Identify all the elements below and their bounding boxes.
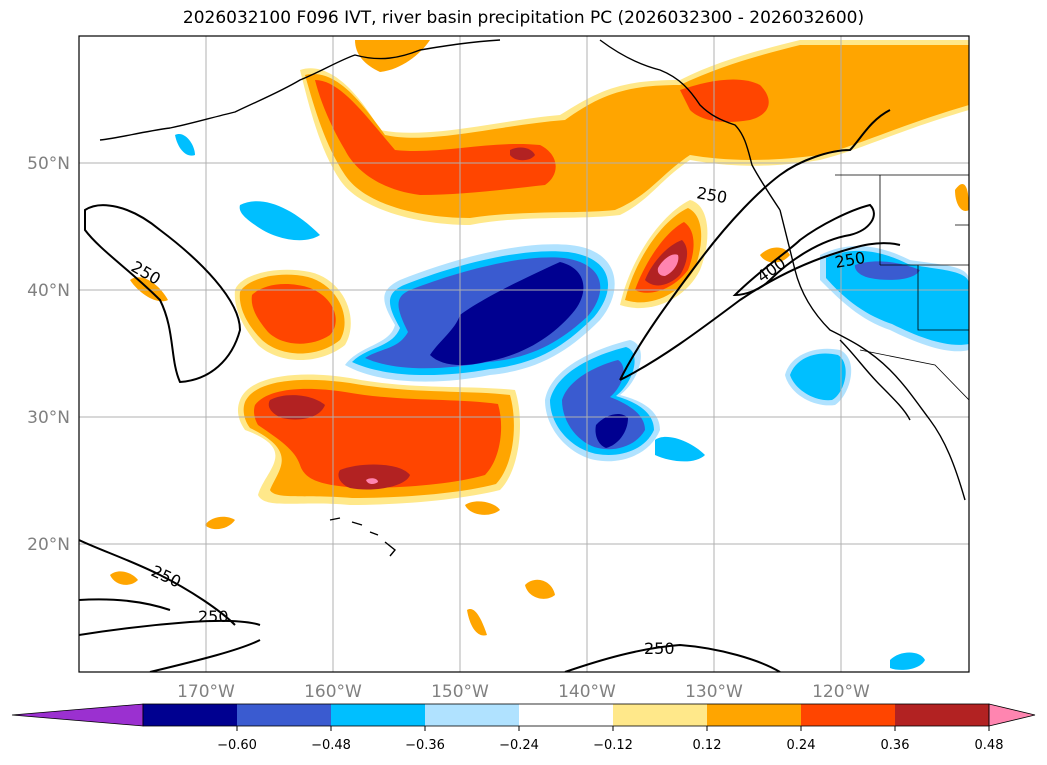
colorbar-tick-label: 0.24 bbox=[787, 738, 816, 753]
positive-anomaly-coast-core bbox=[680, 79, 769, 122]
colorbar-cell bbox=[519, 704, 614, 726]
colorbar-cell bbox=[613, 704, 708, 726]
colorbar-tick-label: −0.12 bbox=[593, 738, 633, 753]
colorbar-outline bbox=[142, 703, 990, 727]
positive-anomaly-small-d bbox=[467, 609, 487, 636]
negative-anomaly-small-east bbox=[655, 436, 705, 462]
positive-anomaly-north-core bbox=[315, 80, 556, 195]
contour-label-250-southwest-2: 250 bbox=[198, 607, 229, 626]
lat-label-40n: 40°N bbox=[27, 281, 70, 301]
lon-label-120w: 120°W bbox=[812, 682, 870, 702]
mexico-border bbox=[859, 349, 969, 401]
baja-coast bbox=[839, 339, 911, 421]
contour-250-south bbox=[564, 643, 781, 672]
colorbar-cell bbox=[707, 704, 802, 726]
colorbar-cell bbox=[331, 704, 426, 726]
negative-anomaly-california-core bbox=[854, 261, 920, 280]
positive-anomaly-subtropics-peak-b bbox=[338, 464, 410, 490]
colorbar-cell bbox=[237, 704, 332, 726]
colorbar-cells bbox=[143, 704, 990, 726]
positive-anomaly-small-h bbox=[760, 247, 790, 263]
negative-anomaly-small-north bbox=[239, 201, 320, 241]
lon-label-140w: 140°W bbox=[558, 682, 616, 702]
colorbar-tick-label: −0.60 bbox=[217, 738, 257, 753]
negative-anomaly-southeast bbox=[890, 652, 925, 670]
bc-coast bbox=[599, 39, 781, 211]
ivt-contours bbox=[79, 109, 901, 672]
contour-400 bbox=[732, 203, 875, 297]
colorbar-tick-label: 0.12 bbox=[693, 738, 722, 753]
colorbar-extend-high bbox=[988, 703, 1036, 727]
lat-label-30n: 30°N bbox=[27, 408, 70, 428]
colorbar-tick-label: −0.24 bbox=[499, 738, 539, 753]
lon-label-160w: 160°W bbox=[304, 682, 362, 702]
state-border-a bbox=[835, 174, 969, 331]
positive-anomaly-small-c bbox=[525, 579, 555, 599]
colorbar-tick-label: −0.36 bbox=[405, 738, 445, 753]
lon-label-150w: 150°W bbox=[431, 682, 489, 702]
map-border bbox=[78, 35, 970, 673]
colorbar-extend-low bbox=[11, 703, 144, 727]
lat-label-50n: 50°N bbox=[27, 154, 70, 174]
colorbar-tick-label: 0.48 bbox=[975, 738, 1004, 753]
positive-anomaly-small-b bbox=[465, 501, 500, 515]
colorbar-cell bbox=[895, 704, 990, 726]
contour-250-west bbox=[84, 204, 242, 384]
ar-streak-peak bbox=[657, 254, 679, 276]
colorbar-cell bbox=[801, 704, 896, 726]
lon-label-130w: 130°W bbox=[685, 682, 743, 702]
positive-anomaly-north-dot bbox=[510, 147, 535, 161]
graticule bbox=[79, 36, 969, 672]
map-fill-layer bbox=[110, 40, 969, 670]
lon-label-170w: 170°W bbox=[177, 682, 235, 702]
positive-anomaly-northwest-tip bbox=[355, 40, 430, 72]
negative-anomaly-baja-mid bbox=[790, 353, 846, 401]
lat-label-20n: 20°N bbox=[27, 535, 70, 555]
positive-anomaly-subtropics-peak-a bbox=[268, 395, 325, 420]
colorbar-cell bbox=[143, 704, 238, 726]
colorbar: −0.60 −0.48 −0.36 −0.24 −0.12 0.12 0.24 0.36 0.4… bbox=[11, 703, 1036, 753]
colorbar-tick-label: 0.36 bbox=[881, 738, 910, 753]
negative-anomaly-small-northwest bbox=[175, 134, 195, 156]
colorbar-tick-label: −0.48 bbox=[311, 738, 351, 753]
positive-anomaly-small-f bbox=[205, 516, 235, 530]
chart-title: 2026032100 F096 IVT, river basin precipi… bbox=[182, 8, 865, 28]
colorbar-ticks: −0.60 −0.48 −0.36 −0.24 −0.12 0.12 0.24 0.36 0.4… bbox=[217, 726, 1004, 753]
negative-anomaly-central-core bbox=[430, 262, 584, 366]
positive-anomaly-subtropics-pink bbox=[366, 478, 378, 485]
hawaii bbox=[329, 517, 396, 557]
contour-250-southwest bbox=[79, 539, 261, 672]
positive-anomaly-west-core bbox=[251, 284, 336, 344]
positive-anomaly-small-g bbox=[110, 571, 138, 585]
negative-anomaly-east-core bbox=[595, 414, 628, 448]
contour-label-250-south: 250 bbox=[644, 639, 675, 658]
positive-anomaly-small-e bbox=[955, 184, 969, 211]
alaska-coast bbox=[99, 39, 501, 141]
colorbar-cell bbox=[425, 704, 520, 726]
